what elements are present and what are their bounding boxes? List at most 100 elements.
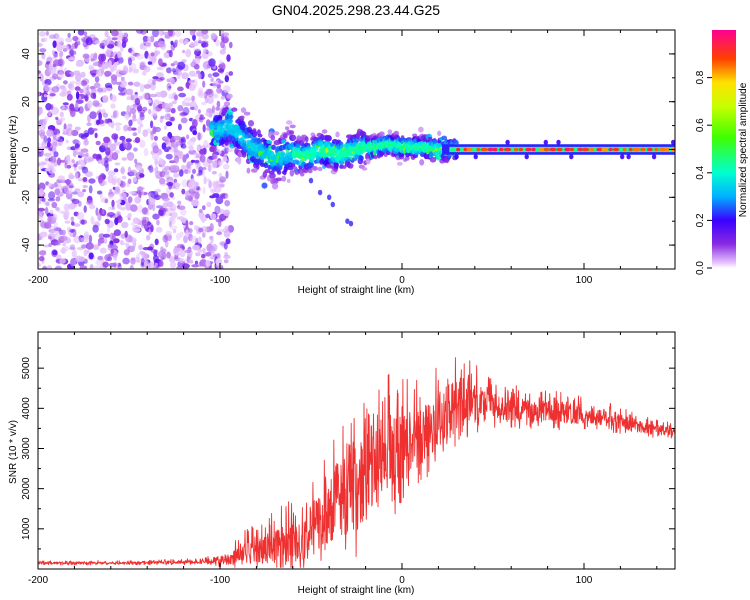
y-tick-label: 5000 xyxy=(21,357,32,380)
spectrogram-noise-blob xyxy=(74,41,78,49)
spectrogram-noise-blob xyxy=(128,235,133,243)
spectrogram-noise-blob xyxy=(49,93,56,97)
spectrogram-noise-blob xyxy=(210,32,217,40)
y-tick-label: 4000 xyxy=(21,397,32,420)
spectrogram-noise-blob xyxy=(139,111,145,118)
spectrogram-noise-blob xyxy=(123,141,128,149)
spectrogram-noise-blob xyxy=(123,124,128,132)
spectrogram-noise-blob xyxy=(64,220,71,224)
spectrogram-noise-blob xyxy=(209,195,216,199)
spectrogram-signal-blob xyxy=(404,156,410,161)
spectrogram-signal-blob xyxy=(441,135,448,141)
spectrogram-noise-blob xyxy=(65,139,69,144)
snr-x-label: Height of straight line (km) xyxy=(298,585,415,596)
spectrogram-noise-blob xyxy=(219,176,227,183)
spectrogram-noise-blob xyxy=(48,165,54,174)
spectrogram-noise-blob xyxy=(137,109,146,114)
spectrogram-signal-blob xyxy=(285,120,293,125)
spectrogram-noise-blob xyxy=(152,213,160,220)
spectrogram-signal-blob xyxy=(359,155,364,161)
spectrogram-noise-blob xyxy=(190,42,195,48)
spectrogram-outlier-point xyxy=(308,177,314,184)
spectrogram-noise-blob xyxy=(196,186,200,191)
carrier-peak-blob xyxy=(640,147,646,152)
spectrogram-noise-blob xyxy=(113,238,120,244)
spectrogram-noise-blob xyxy=(156,128,161,132)
spectrogram-noise-blob xyxy=(174,70,183,76)
spectrogram-noise-blob xyxy=(149,35,155,43)
spectrogram-signal-blob xyxy=(365,158,371,165)
spectrogram-signal-blob xyxy=(264,169,271,174)
spectrogram-noise-blob xyxy=(195,252,201,257)
spectrogram-noise-blob xyxy=(147,99,152,104)
spectrogram-noise-blob xyxy=(131,118,138,122)
spectrogram-noise-blob xyxy=(219,213,227,221)
carrier-peak-blob xyxy=(569,147,575,152)
spectrogram-noise-blob xyxy=(158,209,164,217)
spectrogram-noise-blob xyxy=(78,133,85,138)
spectrogram-noise-blob xyxy=(216,83,221,89)
colorbar-tick-label: 0.4 xyxy=(695,165,706,179)
spectrogram-noise-blob xyxy=(53,33,60,40)
spectrogram-signal-blob xyxy=(270,134,276,141)
spectrogram-noise-blob xyxy=(110,248,114,254)
spectrogram-noise-blob xyxy=(62,44,70,52)
spectrogram-signal-blob xyxy=(321,129,328,134)
spectrogram-noise-blob xyxy=(212,80,217,88)
spectrogram-noise-blob xyxy=(184,38,189,45)
spectrogram-noise-blob xyxy=(87,157,94,162)
spectrogram-noise-blob xyxy=(124,111,130,115)
spectrogram-noise-blob xyxy=(190,159,196,163)
spectrogram-noise-blob xyxy=(80,153,87,157)
spectrogram-signal-blob xyxy=(299,172,305,177)
spectrogram-noise-blob xyxy=(91,128,98,132)
spectrogram-noise-blob xyxy=(88,204,96,210)
spectrogram-noise-blob xyxy=(150,52,155,57)
spectrogram-noise-blob xyxy=(38,106,43,115)
spectrogram-noise-blob xyxy=(77,178,83,182)
spectrogram-noise-blob xyxy=(166,82,172,91)
spectrogram-signal-blob xyxy=(272,182,279,190)
spectrogram-noise-blob xyxy=(136,253,140,261)
spectrogram-noise-blob xyxy=(227,148,234,153)
spectrogram-noise-blob xyxy=(149,93,158,98)
spectrogram-noise-blob xyxy=(175,232,181,241)
spectrogram-noise-blob xyxy=(228,71,234,76)
spectrogram-noise-blob xyxy=(150,132,154,141)
spectrogram-noise-blob xyxy=(224,194,229,199)
spectrogram-noise-blob xyxy=(150,224,154,233)
spectrogram-noise-blob xyxy=(128,191,136,195)
spectrogram-noise-blob xyxy=(75,172,79,180)
spectrogram-noise-blob xyxy=(101,209,105,215)
spectrogram-noise-blob xyxy=(80,80,88,87)
spectrogram-noise-blob xyxy=(116,178,122,185)
spectrogram-signal-blob xyxy=(294,171,299,175)
spectrogram-noise-blob xyxy=(104,30,109,38)
spectrogram-noise-blob xyxy=(118,92,126,96)
spectrogram-noise-blob xyxy=(185,102,191,107)
spectrogram-noise-blob xyxy=(53,151,59,158)
spectrogram-noise-blob xyxy=(70,258,77,267)
spectrogram-noise-blob xyxy=(226,93,233,99)
spectrogram-noise-blob xyxy=(178,92,187,98)
spectrogram-noise-blob xyxy=(48,66,57,75)
spectrogram-noise-blob xyxy=(102,95,109,103)
spectrogram-noise-blob xyxy=(47,215,52,224)
spectrogram-signal-blob xyxy=(243,111,251,116)
spectrogram-noise-blob xyxy=(89,85,96,90)
spectrogram-noise-blob xyxy=(197,132,201,141)
spectrogram-noise-blob xyxy=(146,211,150,216)
spectrogram-noise-blob xyxy=(61,229,66,236)
spectrogram-noise-blob xyxy=(187,139,195,146)
spectrogram-noise-blob xyxy=(219,49,226,55)
spectrogram-noise-blob xyxy=(155,226,163,233)
spectrogram-noise-blob xyxy=(209,256,216,260)
spectrogram-noise-blob xyxy=(192,130,198,136)
spectrogram-noise-blob xyxy=(178,169,184,177)
spectrogram-noise-blob xyxy=(178,257,185,263)
spectrogram-noise-blob xyxy=(133,147,138,152)
spectrogram-signal-blob xyxy=(215,106,221,111)
spectrogram-noise-blob xyxy=(197,87,204,94)
spectrogram-noise-blob xyxy=(39,231,48,238)
x-tick-label: -200 xyxy=(28,275,48,286)
